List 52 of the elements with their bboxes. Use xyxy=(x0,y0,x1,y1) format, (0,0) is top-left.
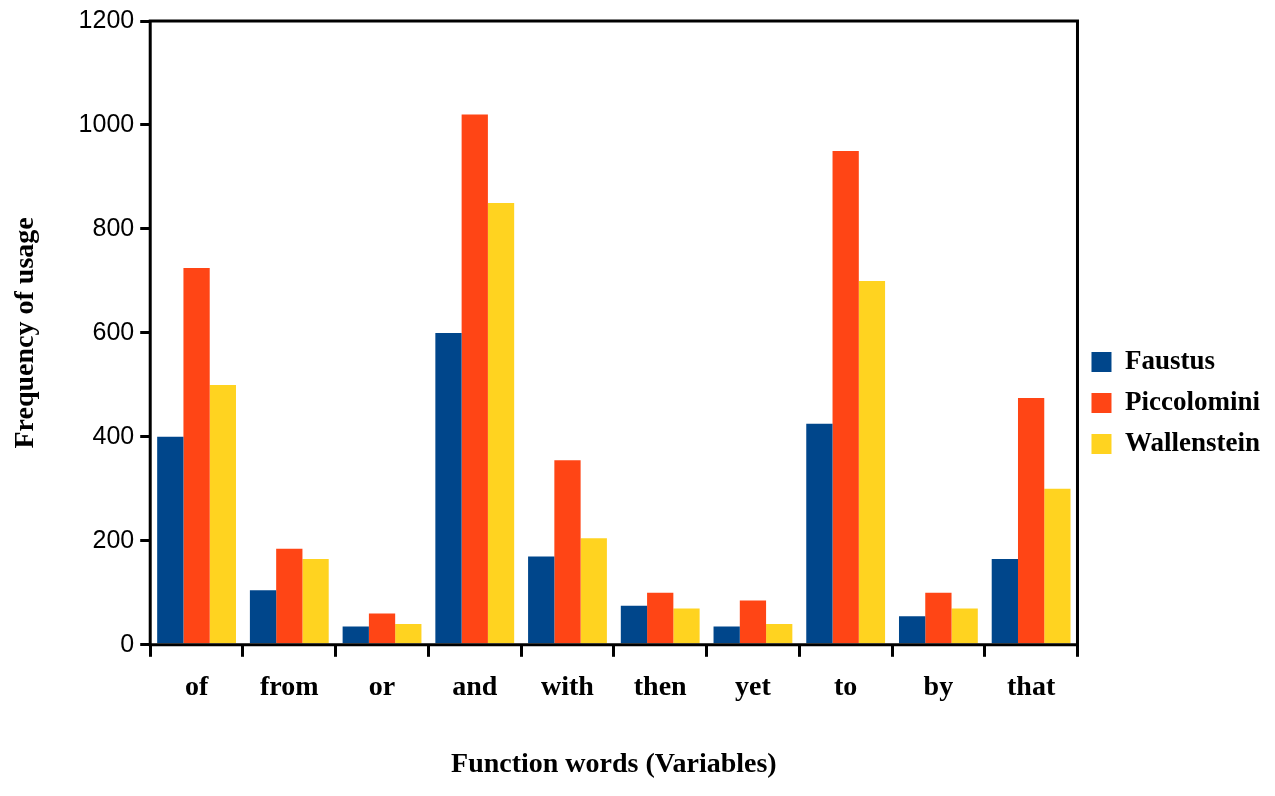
x-tick-label: then xyxy=(633,669,688,701)
bar xyxy=(276,548,303,644)
legend-label: Faustus xyxy=(1124,344,1216,375)
bar xyxy=(673,608,700,644)
bar xyxy=(951,608,978,644)
bar xyxy=(580,538,607,644)
bar xyxy=(1044,488,1071,644)
y-tick-label: 600 xyxy=(92,316,135,345)
y-axis-title: Frequency of usage xyxy=(8,217,40,449)
bar xyxy=(395,624,422,644)
bar xyxy=(739,600,767,644)
y-tick-label: 1200 xyxy=(78,4,135,33)
bar xyxy=(858,280,886,644)
bar xyxy=(302,559,329,644)
y-tick-label: 1000 xyxy=(78,108,135,137)
x-tick-label: of xyxy=(184,669,209,701)
y-tick-label: 400 xyxy=(92,420,135,449)
x-tick-label: or xyxy=(368,669,396,701)
y-tick-label: 0 xyxy=(120,628,135,657)
bar xyxy=(209,384,236,644)
bar xyxy=(713,626,740,644)
bar xyxy=(368,613,396,644)
bar xyxy=(620,605,648,644)
x-tick-label: to xyxy=(834,669,858,701)
bar xyxy=(925,592,952,644)
bar xyxy=(991,559,1018,644)
bar xyxy=(461,114,488,644)
x-tick-label: by xyxy=(923,669,954,701)
bar xyxy=(157,436,184,644)
bar xyxy=(806,423,833,644)
bar xyxy=(342,626,369,644)
bar xyxy=(554,460,581,644)
bar xyxy=(487,202,515,644)
x-tick-label: yet xyxy=(735,669,772,701)
x-tick-label: from xyxy=(260,669,319,701)
bar xyxy=(1017,397,1045,644)
x-tick-label: that xyxy=(1007,669,1056,701)
legend-label: Wallenstein xyxy=(1124,426,1260,457)
legend-label: Piccolomini xyxy=(1124,385,1261,416)
bar xyxy=(183,267,210,644)
y-tick-label: 800 xyxy=(92,212,135,241)
x-tick-label: and xyxy=(452,669,498,701)
x-axis-title: Function words (Variables) xyxy=(451,747,777,779)
y-tick-label: 200 xyxy=(92,524,135,553)
bar xyxy=(528,556,555,644)
x-tick-label: with xyxy=(541,669,595,701)
bar xyxy=(832,150,859,644)
bar xyxy=(766,624,793,644)
bar xyxy=(647,592,674,644)
bar xyxy=(249,590,277,644)
bar xyxy=(435,332,462,644)
bar xyxy=(898,616,926,644)
